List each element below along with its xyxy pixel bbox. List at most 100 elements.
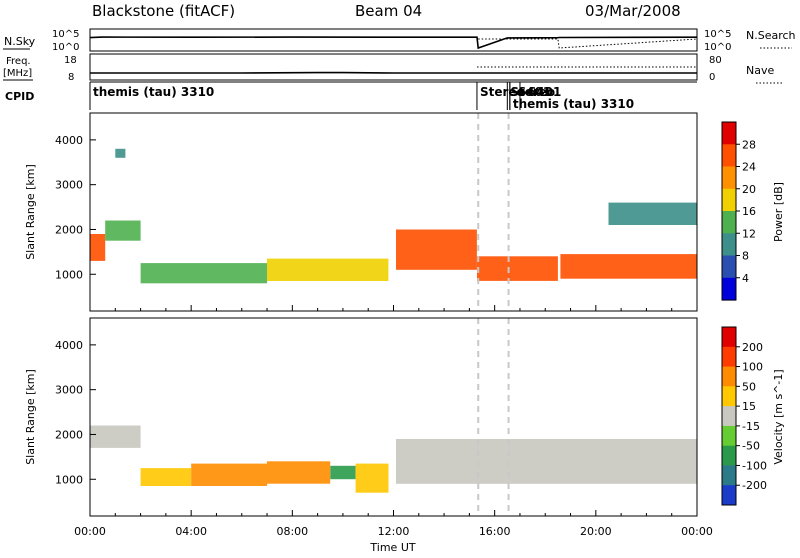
nave-tick-bottom: 0 xyxy=(709,72,715,83)
colorbar-tick-label: 28 xyxy=(742,138,756,151)
y-tick-label: 2000 xyxy=(55,223,83,236)
cpid-label: CPID xyxy=(5,90,34,103)
colorbar-tick-label: -200 xyxy=(742,479,767,492)
nave-label: Nave xyxy=(746,64,774,77)
x-tick-label: 00:00 xyxy=(74,525,106,538)
colorbar-swatch xyxy=(722,367,736,387)
freq-tick-top: 18 xyxy=(64,55,77,66)
colorbar-tick-label: 100 xyxy=(742,361,763,374)
cpid-segment-label: themis (tau) 3310 xyxy=(93,85,214,99)
heatmap-cell xyxy=(330,466,355,479)
heatmap-cell xyxy=(560,254,697,279)
colorbar-swatch xyxy=(722,465,736,485)
freq-nave-lines xyxy=(90,67,697,73)
colorbar-swatch xyxy=(722,386,736,406)
colorbar-tick-label: 15 xyxy=(742,400,756,413)
x-tick-label: 00:00 xyxy=(681,525,713,538)
freq-tick-bottom: 8 xyxy=(68,72,74,83)
colorbar-swatch xyxy=(722,278,736,301)
power-colorbar: 28 24 20 16 12 8 4 xyxy=(722,122,756,301)
station-title: Blackstone (fitACF) xyxy=(92,2,235,20)
y-tick-label: 2000 xyxy=(55,428,83,441)
colorbar-swatch xyxy=(722,256,736,279)
colorbar-swatch xyxy=(722,485,736,505)
colorbar-tick-label: 16 xyxy=(742,205,756,218)
heatmap-cell xyxy=(267,259,388,281)
colorbar-swatch xyxy=(722,327,736,347)
colorbar-swatch xyxy=(722,347,736,367)
x-tick-label: 16:00 xyxy=(479,525,511,538)
y-tick-label: 4000 xyxy=(55,134,83,147)
x-tick-label: 20:00 xyxy=(580,525,612,538)
heatmap-cell xyxy=(105,221,140,241)
colorbar-tick-label: -100 xyxy=(742,459,767,472)
nsky-nsearch-lines xyxy=(90,37,697,48)
colorbar-swatch xyxy=(722,406,736,426)
colorbar-swatch xyxy=(722,426,736,446)
nsearch-label: N.Search xyxy=(746,29,796,42)
colorbar-tick-label: 12 xyxy=(742,227,756,240)
heatmap-cell xyxy=(90,426,141,448)
colorbar-swatch xyxy=(722,211,736,234)
heatmap-cell xyxy=(141,263,268,283)
freq-unit: [MHz] xyxy=(3,68,32,79)
nsearch-tick-top: 10^5 xyxy=(704,29,731,40)
summary-series-1 xyxy=(478,39,697,48)
nsearch-tick-bottom: 10^0 xyxy=(704,42,731,53)
colorbar-tick-label: 4 xyxy=(742,272,749,285)
colorbar-swatch xyxy=(722,167,736,190)
summary-series-0 xyxy=(90,37,697,48)
y-tick-label: 3000 xyxy=(55,384,83,397)
y-tick-label: 4000 xyxy=(55,339,83,352)
x-tick-label: 08:00 xyxy=(276,525,308,538)
heatmap-cell xyxy=(115,149,125,158)
heatmap-cell xyxy=(191,464,267,486)
velocity-panel-frame xyxy=(90,318,697,516)
velocity-colorbar-label: Velocity [m s^-1] xyxy=(772,369,785,464)
x-tick-label: 12:00 xyxy=(378,525,410,538)
velocity-colorbar: 200 100 50 15 -15 -50 -100 -200 xyxy=(722,327,767,506)
colorbar-tick-label: -50 xyxy=(742,440,760,453)
colorbar-tick-label: -15 xyxy=(742,420,760,433)
colorbar-swatch xyxy=(722,233,736,256)
power-colorbar-label: Power [dB] xyxy=(772,182,785,242)
heatmap-cell xyxy=(90,234,105,261)
y-tick-label: 1000 xyxy=(55,268,83,281)
power-ylabel: Slant Range [km] xyxy=(24,164,37,260)
freq-label: Freq. xyxy=(6,56,31,67)
nsky-panel-frame xyxy=(90,29,697,51)
y-tick-label: 3000 xyxy=(55,179,83,192)
nsky-label: N.Sky xyxy=(4,35,36,48)
heatmap-cell xyxy=(141,468,192,486)
colorbar-tick-label: 20 xyxy=(742,183,756,196)
colorbar-tick-label: 24 xyxy=(742,161,756,174)
nsky-tick-top: 10^5 xyxy=(52,29,79,40)
colorbar-swatch xyxy=(722,122,736,145)
colorbar-swatch xyxy=(722,144,736,167)
velocity-heatmap xyxy=(90,318,697,516)
heatmap-cell xyxy=(396,230,477,270)
colorbar-swatch xyxy=(722,189,736,212)
velocity-ylabel: Slant Range [km] xyxy=(24,369,37,465)
colorbar-swatch xyxy=(722,446,736,466)
heatmap-cell xyxy=(609,203,698,225)
nsky-tick-bottom: 10^0 xyxy=(52,42,79,53)
x-axis-label: Time UT xyxy=(369,541,415,554)
y-tick-label: 1000 xyxy=(55,473,83,486)
heatmap-cell xyxy=(356,464,389,493)
colorbar-tick-label: 200 xyxy=(742,341,763,354)
colorbar-tick-label: 8 xyxy=(742,250,749,263)
date-title: 03/Mar/2008 xyxy=(585,2,681,20)
colorbar-tick-label: 50 xyxy=(742,380,756,393)
heatmap-cell xyxy=(396,439,697,484)
cpid-segment-label: themis (tau) 3310 xyxy=(513,97,634,111)
heatmap-cell xyxy=(477,256,558,281)
power-heatmap xyxy=(90,113,697,311)
nave-tick-top: 80 xyxy=(709,55,722,66)
beam-title: Beam 04 xyxy=(355,2,422,20)
freq-panel-frame xyxy=(90,54,697,80)
